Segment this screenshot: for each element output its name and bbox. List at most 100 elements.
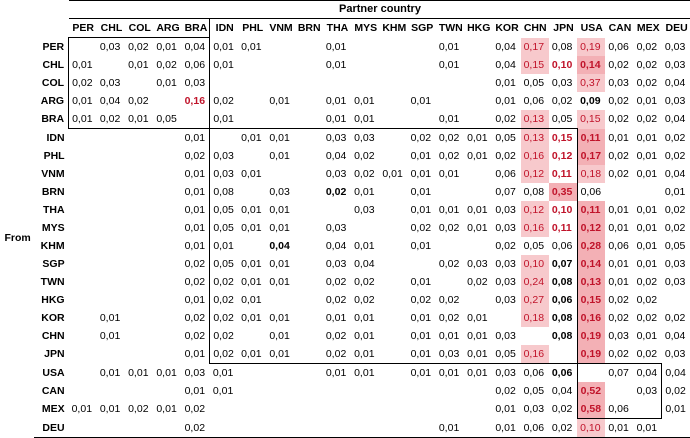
cell <box>464 183 492 201</box>
cell <box>125 237 153 255</box>
cell: 0,05 <box>492 345 521 364</box>
cell: 0,04 <box>325 150 347 162</box>
table-row: IDN 0,01 0,01 0,01 0,03 0,03 0,02 0,02 0,01 0,05 0… <box>0 128 690 147</box>
cell <box>238 400 266 419</box>
cell <box>295 327 323 345</box>
cell <box>408 400 436 419</box>
cell: 0,01 <box>325 367 347 379</box>
cell <box>379 128 408 147</box>
cell: 0,03 <box>325 222 347 234</box>
cell <box>125 291 153 309</box>
cell: 0,02 <box>608 59 629 71</box>
cell: 0,01 <box>99 366 121 379</box>
cell <box>464 165 492 183</box>
cell: 0,01 <box>407 345 436 364</box>
cell <box>436 74 464 92</box>
cell <box>351 38 379 57</box>
cell: 0,01 <box>636 204 658 216</box>
cell <box>464 418 493 438</box>
cell <box>633 400 663 419</box>
cell: 0,01 <box>467 367 488 379</box>
column-header-can: CAN <box>608 22 632 35</box>
cell <box>125 273 153 291</box>
cell: 0,06 <box>181 56 211 74</box>
cell: 0,03 <box>351 128 380 147</box>
cell: 0,18 <box>520 309 549 327</box>
cell: 0,04 <box>99 95 121 107</box>
cell: 0,03 <box>467 258 488 270</box>
cell: 0,01 <box>238 128 267 147</box>
column-header-jpn: JPN <box>553 22 574 35</box>
cell: 0,06 <box>605 400 634 419</box>
cell: 0,01 <box>213 113 234 125</box>
cell <box>295 74 323 92</box>
cell <box>295 255 323 273</box>
cell: 0,19 <box>577 327 606 345</box>
cell: 0,04 <box>551 385 573 397</box>
cell: 0,01 <box>438 330 460 342</box>
cell <box>69 201 97 219</box>
cell <box>153 327 181 345</box>
cell <box>379 201 407 219</box>
cell <box>379 183 407 201</box>
cell: 0,05 <box>153 110 182 129</box>
cell: 0,01 <box>492 418 521 438</box>
cell: 0,01 <box>495 77 516 89</box>
cell: 0,01 <box>156 366 177 379</box>
cell: 0,01 <box>99 330 121 342</box>
cell: 0,02 <box>156 59 177 71</box>
cell: 0,01 <box>410 95 432 107</box>
cell: 0,08 <box>523 186 545 198</box>
table-row: BRN 0,01 0,08 0,03 0,02 0,01 0,01 0,07 0,08 0,35 0… <box>0 183 690 201</box>
table-row: CHN 0,01 0,02 0,02 0,01 0,02 0,01 0,01 0,01 0,01 0… <box>0 327 690 345</box>
cell <box>153 201 181 219</box>
cell <box>97 255 125 273</box>
cell <box>295 291 323 309</box>
cell <box>69 327 97 345</box>
table-row: ARG 0,01 0,04 0,02 0,16 0,02 0,01 0,01 0,01 0,01 0… <box>0 92 690 110</box>
cell <box>295 110 323 129</box>
cell <box>238 147 266 165</box>
column-header-deu: DEU <box>665 22 688 35</box>
row-header-chn: CHN <box>41 330 65 342</box>
cell: 0,01 <box>636 150 658 162</box>
cell: 0,01 <box>325 40 347 53</box>
cell: 0,01 <box>495 403 516 416</box>
cell: 0,15 <box>577 291 606 309</box>
row-header-bra: BRA <box>41 113 65 126</box>
cell: 0,01 <box>125 110 154 129</box>
cell: 0,01 <box>438 204 460 216</box>
cell: 0,09 <box>580 95 601 107</box>
cell: 0,01 <box>241 40 262 53</box>
cell: 0,01 <box>351 345 380 364</box>
column-header-hkg: HKG <box>467 22 491 35</box>
column-header-chn: CHN <box>523 22 547 35</box>
cell: 0,01 <box>156 77 177 89</box>
cell: 0,18 <box>577 165 606 183</box>
cell: 0,01 <box>128 59 149 71</box>
cell: 0,05 <box>209 219 239 237</box>
cell: 0,03 <box>96 37 126 56</box>
cell: 0,01 <box>68 92 97 110</box>
cell <box>351 400 379 419</box>
cell: 0,06 <box>523 95 545 107</box>
cell: 0,05 <box>209 201 239 219</box>
cell <box>295 219 323 237</box>
cell <box>97 201 125 219</box>
cell <box>97 183 125 201</box>
cell <box>153 92 181 110</box>
table-row: TWN 0,02 0,02 0,01 0,01 0,02 0,02 0,01 0,02 0,03 0… <box>0 273 690 291</box>
cell <box>69 345 97 364</box>
cell: 0,01 <box>438 367 460 379</box>
cell: 0,01 <box>354 330 375 342</box>
cell: 0,02 <box>664 204 686 216</box>
cell: 0,02 <box>495 385 516 397</box>
cell: 0,02 <box>636 312 658 324</box>
cell <box>436 183 464 201</box>
cell: 0,03 <box>325 258 347 270</box>
cell: 0,03 <box>99 77 121 89</box>
row-header-phl: PHL <box>43 150 65 162</box>
cell <box>153 345 181 364</box>
table-row: MYS 0,01 0,05 0,01 0,01 0,03 0,02 0,02 0,01 0,03 0… <box>0 219 690 237</box>
